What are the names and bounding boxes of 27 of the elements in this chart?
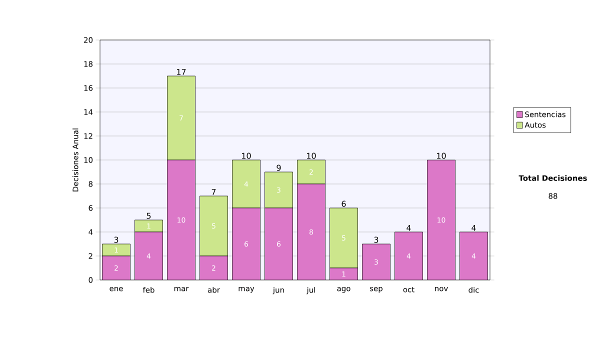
total-label: 6 xyxy=(342,200,346,207)
total-label: 17 xyxy=(177,68,186,75)
total-label: 3 xyxy=(374,236,378,243)
total-label: 10 xyxy=(437,152,446,159)
total-label: 7 xyxy=(212,188,216,195)
bar xyxy=(427,160,456,280)
bar xyxy=(460,232,488,280)
bar xyxy=(264,208,293,280)
total-label: 10 xyxy=(242,152,251,159)
bar xyxy=(167,160,196,280)
bar xyxy=(102,256,130,280)
bar xyxy=(134,232,163,280)
bar xyxy=(232,208,260,280)
bar xyxy=(362,244,390,280)
total-label: 4 xyxy=(472,224,476,231)
bar xyxy=(394,232,423,280)
bar xyxy=(200,196,228,256)
bar xyxy=(330,208,358,268)
total-label: 4 xyxy=(406,224,411,231)
total-label: 10 xyxy=(307,152,316,159)
total-label: 5 xyxy=(146,212,151,219)
total-label: 3 xyxy=(114,236,118,243)
total-label: 9 xyxy=(276,164,281,171)
bar xyxy=(264,172,293,208)
bar xyxy=(134,220,163,232)
bar xyxy=(200,256,228,280)
bar xyxy=(297,184,326,280)
